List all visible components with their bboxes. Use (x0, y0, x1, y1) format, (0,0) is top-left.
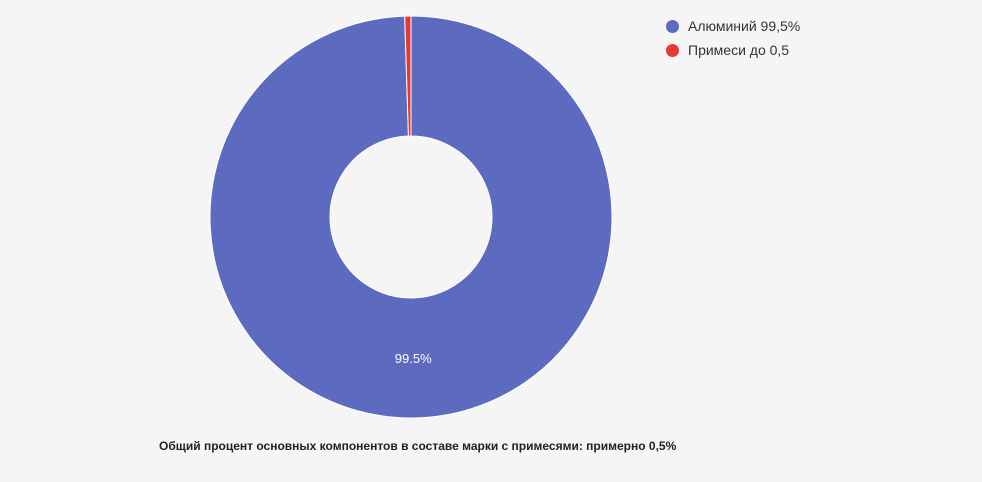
slices-group (209, 15, 613, 419)
chart-caption: Общий процент основных компонентов в сос… (159, 439, 677, 453)
legend-item-impurities[interactable]: Примеси до 0,5 (666, 38, 800, 62)
donut-slice-1[interactable] (404, 15, 412, 137)
legend-label-aluminum: Алюминий 99,5% (688, 18, 801, 34)
donut-slice-0[interactable] (209, 15, 613, 419)
legend-swatch-impurities (666, 43, 679, 57)
data-label-0: 99.5% (395, 351, 432, 366)
chart-legend: Алюминий 99,5% Примеси до 0,5 (666, 14, 800, 62)
legend-item-aluminum[interactable]: Алюминий 99,5% (666, 14, 800, 38)
data-labels-group: 99.5% (395, 351, 432, 366)
legend-swatch-aluminum (666, 19, 679, 33)
legend-label-impurities: Примеси до 0,5 (688, 42, 790, 58)
